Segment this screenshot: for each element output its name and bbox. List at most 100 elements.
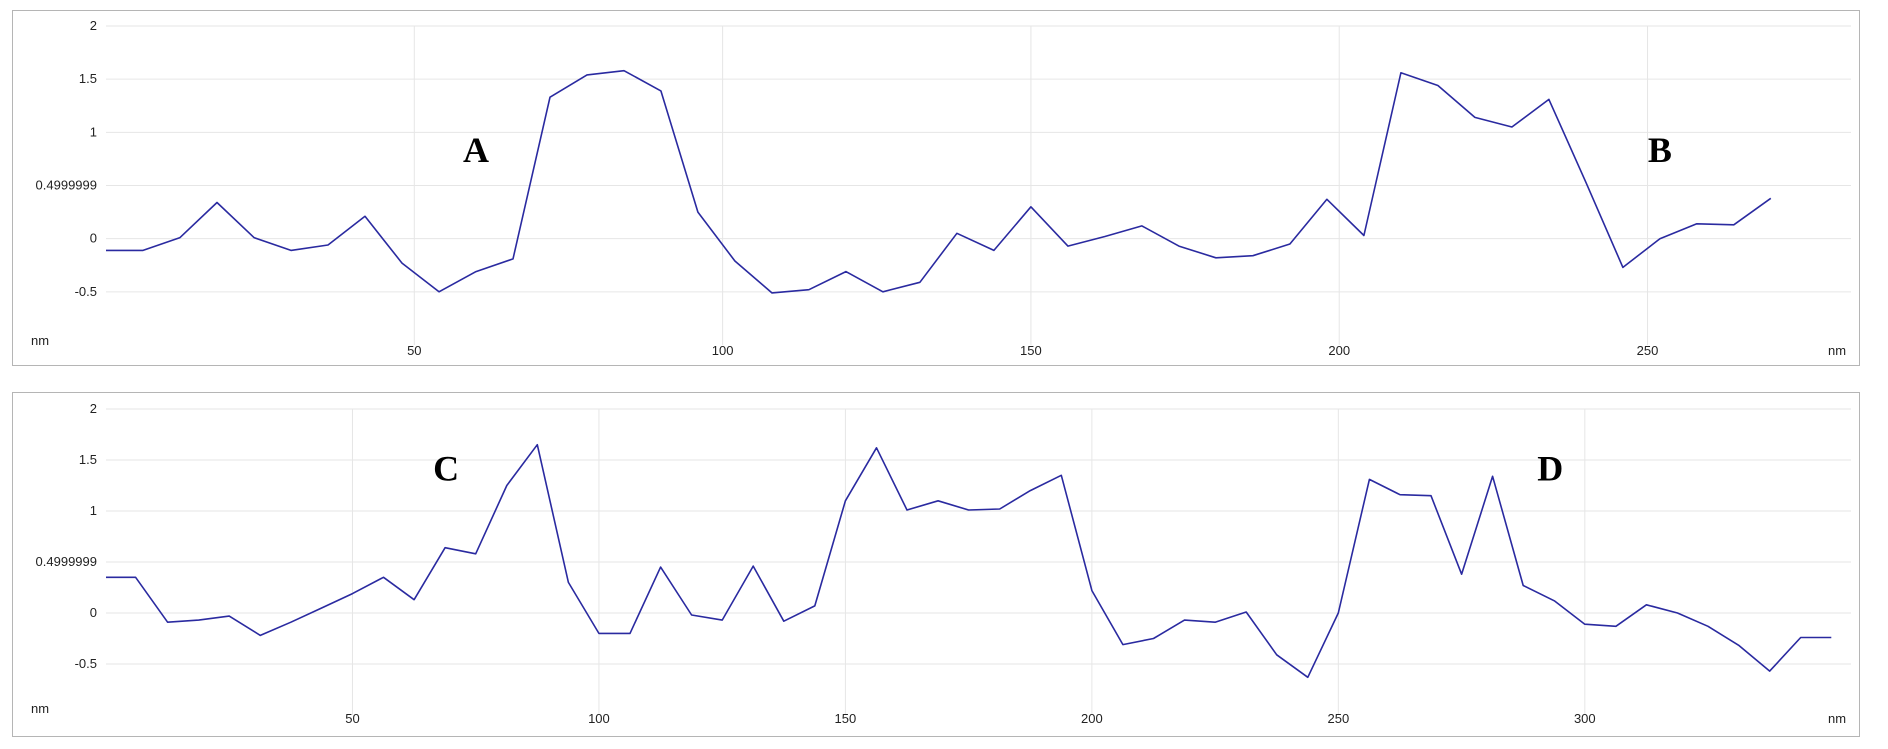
profile-chart-bottom: 2 1.5 1 0.4999999 0 -0.5 50 100 150 200 250 300 nm nm… [12, 392, 1860, 737]
bottom-data-point [937, 500, 939, 502]
bottom-data-point [875, 447, 877, 449]
bottom-data-point [444, 547, 446, 549]
bottom-data-point [1522, 584, 1524, 586]
top-data-point [808, 289, 810, 291]
bottom-data-point [1707, 625, 1709, 627]
top-data-point [660, 90, 662, 92]
bottom-data-point [290, 621, 292, 623]
top-data-point [364, 215, 366, 217]
bottom-y-tick-label: 0 [90, 605, 97, 620]
bottom-data-point [105, 576, 107, 578]
bottom-data-point [1276, 654, 1278, 656]
top-data-point [1622, 266, 1624, 268]
bottom-x-tick-label: 50 [345, 711, 359, 726]
bottom-data-point [1584, 623, 1586, 625]
bottom-data-point [598, 632, 600, 634]
top-x-tick-label: 200 [1328, 343, 1350, 358]
top-data-point [475, 270, 477, 272]
top-annotation-b: B [1648, 130, 1672, 170]
top-data-point [882, 291, 884, 293]
bottom-data-point [134, 576, 136, 578]
bottom-data-point [413, 599, 415, 601]
bottom-x-tick-label: 250 [1327, 711, 1349, 726]
top-data-point [512, 258, 514, 260]
bottom-data-point [1091, 589, 1093, 591]
bottom-data-point [536, 444, 538, 446]
top-data-point [1437, 84, 1439, 86]
bottom-data-point [1368, 478, 1370, 480]
bottom-data-point [351, 592, 353, 594]
top-x-tick-label: 100 [712, 343, 734, 358]
top-data-point [1104, 235, 1106, 237]
bottom-data-point [1830, 636, 1832, 638]
top-x-unit-label: nm [1828, 343, 1846, 358]
chart-top-svg: 2 1.5 1 0.4999999 0 -0.5 50 100 150 200 250 nm nm A B [31, 18, 1851, 358]
bottom-data-point [1060, 474, 1062, 476]
top-y-tick-label: -0.5 [75, 284, 97, 299]
bottom-data-point [382, 576, 384, 578]
bottom-data-point [1183, 619, 1185, 621]
bottom-data-point [1307, 676, 1309, 678]
top-data-point [1770, 197, 1772, 199]
top-data-point [1585, 181, 1587, 183]
bottom-data-point [629, 632, 631, 634]
bottom-data-point [475, 553, 477, 555]
bottom-data-point [1768, 670, 1770, 672]
bottom-data-point [783, 620, 785, 622]
top-data-point [1289, 243, 1291, 245]
profile-chart-top: 2 1.5 1 0.4999999 0 -0.5 50 100 150 200 250 nm nm A B [12, 10, 1860, 366]
bottom-data-point [1645, 604, 1647, 606]
bottom-data-point [567, 581, 569, 583]
bottom-x-tick-label: 100 [588, 711, 610, 726]
bottom-y-tick-label: 1.5 [79, 452, 97, 467]
bottom-data-point [1430, 495, 1432, 497]
bottom-y-tick-label: 0.4999999 [36, 554, 97, 569]
top-y-tick-label: 0.4999999 [36, 178, 97, 193]
top-data-point [1696, 223, 1698, 225]
bottom-data-point [506, 484, 508, 486]
top-data-point [1252, 254, 1254, 256]
top-y-tick-label: 0 [90, 231, 97, 246]
bottom-data-point [1800, 636, 1802, 638]
top-data-point [438, 291, 440, 293]
bottom-x-unit-label: nm [1828, 711, 1846, 726]
bottom-x-tick-label: 200 [1081, 711, 1103, 726]
bottom-data-point [659, 566, 661, 568]
top-data-point [1215, 257, 1217, 259]
chart-bottom-svg: 2 1.5 1 0.4999999 0 -0.5 50 100 150 200 250 300 nm nm… [31, 401, 1851, 726]
bottom-data-point [1214, 621, 1216, 623]
top-data-point [1511, 126, 1513, 128]
top-data-point [1400, 72, 1402, 74]
top-data-point [1030, 206, 1032, 208]
top-data-point [142, 249, 144, 251]
top-data-point [771, 292, 773, 294]
top-data-point [919, 281, 921, 283]
top-data-point [1548, 98, 1550, 100]
bottom-data-point [1553, 600, 1555, 602]
top-data-point [290, 249, 292, 251]
top-data-point [993, 249, 995, 251]
bottom-data-point [1245, 611, 1247, 613]
top-y-tick-label: 1 [90, 124, 97, 139]
top-x-tick-label: 250 [1637, 343, 1659, 358]
top-y-tick-label: 2 [90, 18, 97, 33]
top-data-point [1733, 224, 1735, 226]
bottom-y-tick-label: 2 [90, 401, 97, 416]
bottom-data-point [1491, 475, 1493, 477]
top-data-point [327, 244, 329, 246]
top-data-point [1326, 198, 1328, 200]
bottom-data-point [166, 621, 168, 623]
bottom-data-point [1399, 493, 1401, 495]
top-data-point [549, 96, 551, 98]
top-data-point [401, 262, 403, 264]
bottom-data-point [1122, 643, 1124, 645]
bottom-data-point [814, 605, 816, 607]
top-x-tick-label: 50 [407, 343, 421, 358]
bottom-annotation-d: D [1537, 448, 1563, 488]
top-data-point [1067, 245, 1069, 247]
top-data-point [179, 236, 181, 238]
bottom-data-point [1460, 573, 1462, 575]
top-data-point [586, 74, 588, 76]
top-data-point [1659, 237, 1661, 239]
top-y-tick-label: 1.5 [79, 71, 97, 86]
